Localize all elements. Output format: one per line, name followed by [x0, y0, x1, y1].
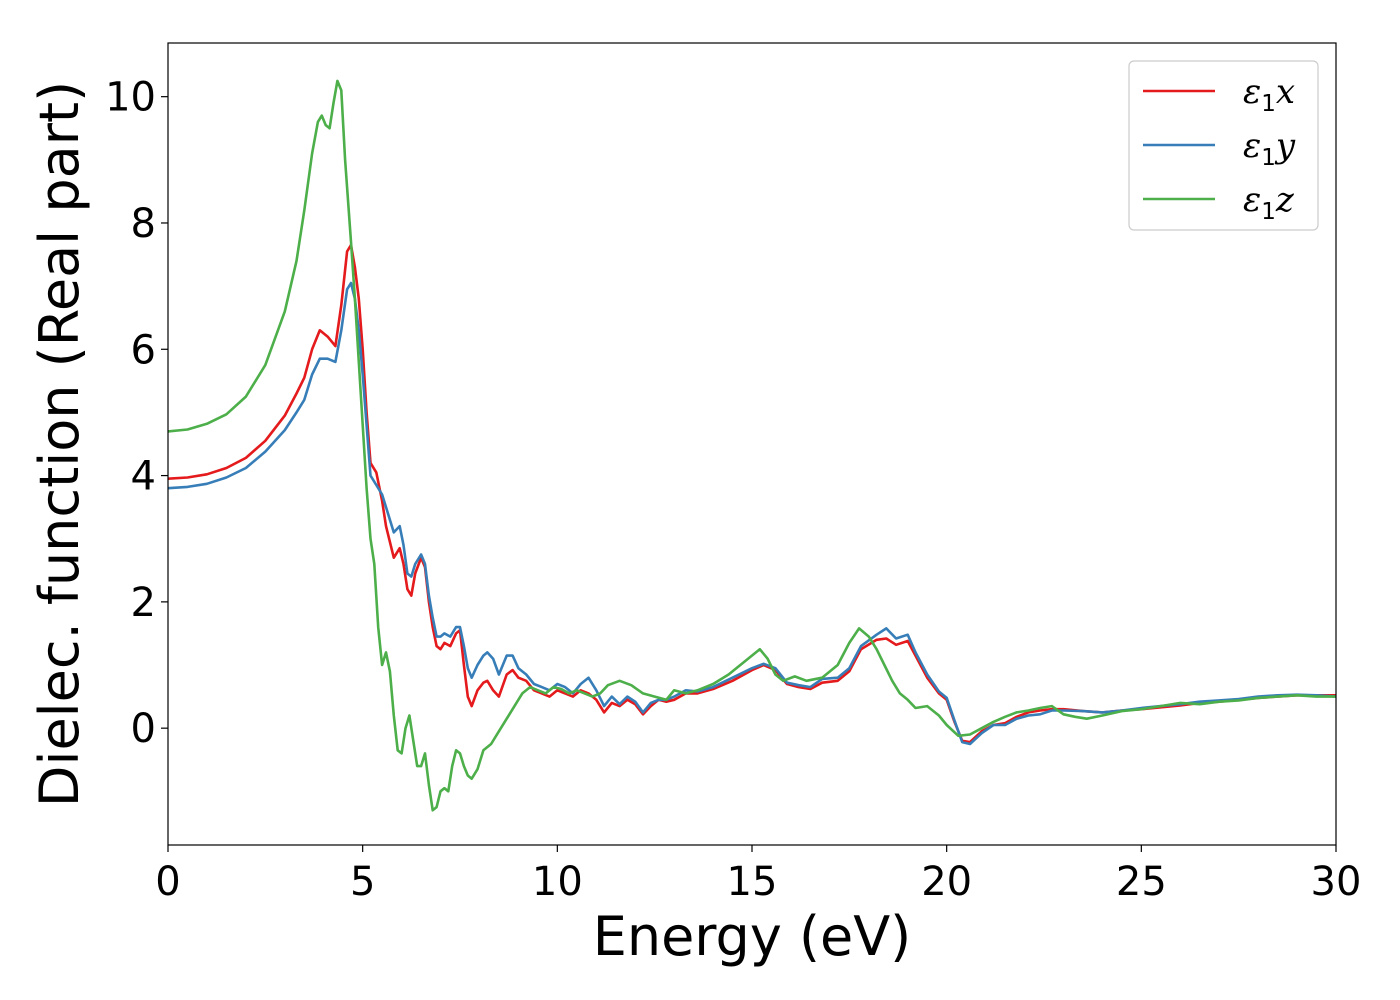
- x-tick-label: 15: [727, 859, 778, 905]
- y-tick-label: 10: [105, 75, 156, 121]
- y-tick-label: 6: [131, 327, 156, 373]
- x-tick-label: 20: [921, 859, 972, 905]
- legend-label-y: ε1y: [1243, 126, 1296, 171]
- y-tick-label: 4: [131, 454, 156, 500]
- series-layer: [168, 79, 1336, 812]
- y-tick-label: 0: [131, 706, 156, 752]
- x-tick-label: 5: [350, 859, 375, 905]
- legend-label-z: ε1z: [1243, 180, 1295, 225]
- x-tick-label: 25: [1116, 859, 1167, 905]
- y-axis-label: Dielec. function (Real part): [28, 81, 91, 807]
- y-tick-label: 8: [131, 201, 156, 247]
- x-axis: 0 5 10 15 20 25 30: [155, 845, 1361, 905]
- legend-label-x: ε1x: [1243, 72, 1295, 117]
- legend-frame: [1128, 60, 1319, 231]
- series-line-z: [168, 79, 1336, 812]
- x-tick-label: 30: [1311, 859, 1362, 905]
- y-tick-label: 2: [131, 580, 156, 626]
- y-axis: 0 2 4 6 8 10: [105, 75, 168, 752]
- legend: ε1x ε1y ε1z: [1128, 60, 1319, 231]
- x-tick-label: 10: [532, 859, 583, 905]
- x-tick-label: 0: [155, 859, 180, 905]
- x-axis-label: Energy (eV): [593, 905, 912, 968]
- series-line-y: [168, 281, 1336, 746]
